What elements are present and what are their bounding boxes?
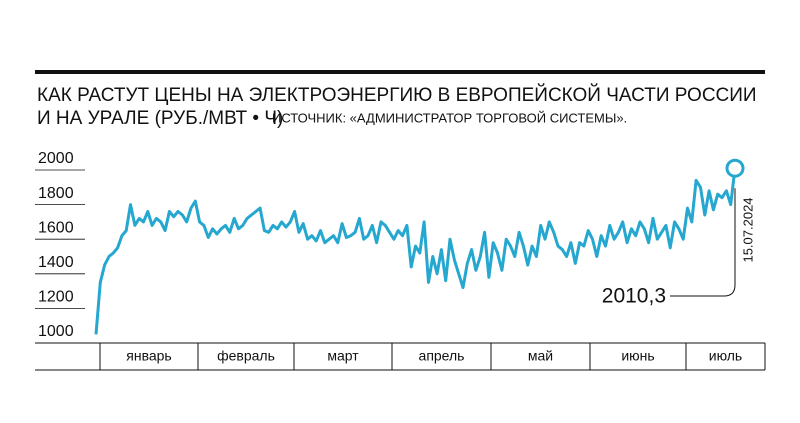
x-tick-label: июль (709, 348, 742, 364)
value-label: 2010,3 (602, 285, 666, 308)
y-tick-label: 1200 (38, 289, 74, 306)
chart-title: И НА УРАЛЕ (РУБ./МВТ • Ч) (37, 108, 283, 129)
top-rule (35, 70, 765, 74)
y-tick-label: 1600 (38, 219, 74, 236)
x-tick-label: май (528, 348, 553, 364)
y-tick-label: 2000 (38, 150, 74, 167)
x-tick-label: март (327, 348, 359, 364)
date-label: 15.07.2024 (740, 197, 755, 262)
x-tick-label: январь (126, 348, 171, 364)
y-tick-label: 1400 (38, 254, 74, 271)
source: ИСТОЧНИК: «АДМИНИСТРАТОР ТОРГОВОЙ СИСТЕМ… (272, 110, 627, 125)
x-tick-label: февраль (217, 348, 275, 364)
end-marker (725, 158, 745, 178)
leader (670, 188, 736, 297)
x-tick-label: июнь (621, 348, 654, 364)
line (94, 168, 737, 335)
y-tick-label: 1000 (38, 323, 74, 340)
x-tick-label: апрель (419, 348, 465, 364)
y-tick-label: 1800 (38, 185, 74, 202)
chart-title: КАК РАСТУТ ЦЕНЫ НА ЭЛЕКТРОЭНЕРГИЮ В ЕВРО… (37, 84, 757, 106)
